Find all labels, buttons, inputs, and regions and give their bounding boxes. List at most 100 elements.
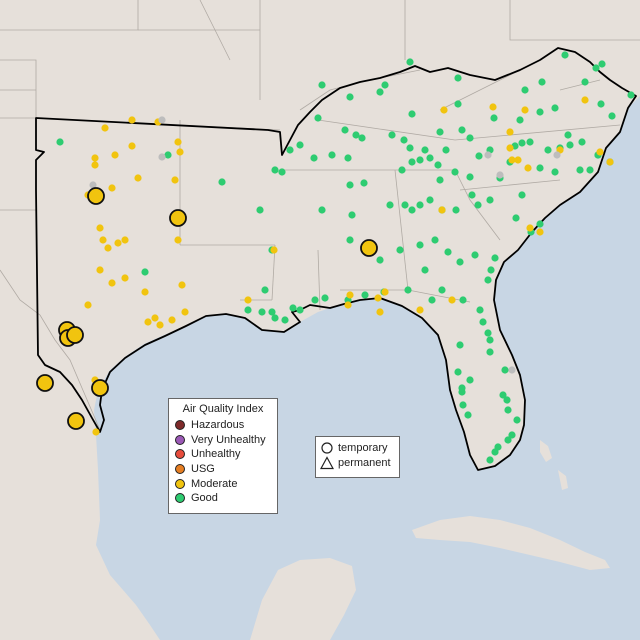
- good-monitor-marker[interactable]: [476, 306, 484, 314]
- good-monitor-marker[interactable]: [526, 138, 534, 146]
- good-monitor-marker[interactable]: [396, 246, 404, 254]
- good-monitor-marker[interactable]: [536, 164, 544, 172]
- good-monitor-marker[interactable]: [289, 304, 297, 312]
- good-monitor-marker[interactable]: [516, 116, 524, 124]
- moderate-monitor-marker[interactable]: [144, 318, 152, 326]
- good-monitor-marker[interactable]: [141, 268, 149, 276]
- moderate-monitor-marker[interactable]: [536, 228, 544, 236]
- temporary-moderate-monitor-marker[interactable]: [91, 379, 109, 397]
- good-monitor-marker[interactable]: [416, 156, 424, 164]
- good-monitor-marker[interactable]: [479, 318, 487, 326]
- good-monitor-marker[interactable]: [454, 368, 462, 376]
- good-monitor-marker[interactable]: [586, 166, 594, 174]
- good-monitor-marker[interactable]: [561, 51, 569, 59]
- good-monitor-marker[interactable]: [426, 154, 434, 162]
- good-monitor-marker[interactable]: [271, 314, 279, 322]
- good-monitor-marker[interactable]: [551, 104, 559, 112]
- moderate-monitor-marker[interactable]: [346, 291, 354, 299]
- good-monitor-marker[interactable]: [486, 348, 494, 356]
- good-monitor-marker[interactable]: [406, 58, 414, 66]
- good-monitor-marker[interactable]: [436, 176, 444, 184]
- good-monitor-marker[interactable]: [438, 286, 446, 294]
- no-data-monitor-marker[interactable]: [158, 116, 166, 124]
- good-monitor-marker[interactable]: [608, 112, 616, 120]
- good-monitor-marker[interactable]: [346, 236, 354, 244]
- good-monitor-marker[interactable]: [513, 416, 521, 424]
- moderate-monitor-marker[interactable]: [91, 161, 99, 169]
- good-monitor-marker[interactable]: [218, 178, 226, 186]
- moderate-monitor-marker[interactable]: [448, 296, 456, 304]
- good-monitor-marker[interactable]: [278, 168, 286, 176]
- moderate-monitor-marker[interactable]: [181, 308, 189, 316]
- moderate-monitor-marker[interactable]: [376, 308, 384, 316]
- moderate-monitor-marker[interactable]: [108, 184, 116, 192]
- moderate-monitor-marker[interactable]: [128, 116, 136, 124]
- good-monitor-marker[interactable]: [311, 296, 319, 304]
- good-monitor-marker[interactable]: [408, 110, 416, 118]
- good-monitor-marker[interactable]: [551, 168, 559, 176]
- good-monitor-marker[interactable]: [576, 166, 584, 174]
- good-monitor-marker[interactable]: [544, 146, 552, 154]
- temporary-moderate-monitor-marker[interactable]: [36, 374, 54, 392]
- moderate-monitor-marker[interactable]: [416, 306, 424, 314]
- good-monitor-marker[interactable]: [459, 296, 467, 304]
- good-monitor-marker[interactable]: [341, 126, 349, 134]
- moderate-monitor-marker[interactable]: [121, 236, 129, 244]
- moderate-monitor-marker[interactable]: [606, 158, 614, 166]
- good-monitor-marker[interactable]: [381, 81, 389, 89]
- good-monitor-marker[interactable]: [501, 366, 509, 374]
- good-monitor-marker[interactable]: [286, 146, 294, 154]
- good-monitor-marker[interactable]: [458, 126, 466, 134]
- good-monitor-marker[interactable]: [592, 64, 600, 72]
- good-monitor-marker[interactable]: [466, 376, 474, 384]
- moderate-monitor-marker[interactable]: [96, 266, 104, 274]
- good-monitor-marker[interactable]: [491, 254, 499, 262]
- good-monitor-marker[interactable]: [442, 146, 450, 154]
- moderate-monitor-marker[interactable]: [134, 174, 142, 182]
- good-monitor-marker[interactable]: [454, 100, 462, 108]
- moderate-monitor-marker[interactable]: [506, 128, 514, 136]
- moderate-monitor-marker[interactable]: [489, 103, 497, 111]
- good-monitor-marker[interactable]: [503, 396, 511, 404]
- no-data-monitor-marker[interactable]: [496, 171, 504, 179]
- moderate-monitor-marker[interactable]: [381, 288, 389, 296]
- good-monitor-marker[interactable]: [400, 136, 408, 144]
- good-monitor-marker[interactable]: [401, 201, 409, 209]
- good-monitor-marker[interactable]: [426, 196, 434, 204]
- good-monitor-marker[interactable]: [436, 128, 444, 136]
- no-data-monitor-marker[interactable]: [89, 181, 97, 189]
- moderate-monitor-marker[interactable]: [176, 148, 184, 156]
- good-monitor-marker[interactable]: [434, 161, 442, 169]
- good-monitor-marker[interactable]: [358, 134, 366, 142]
- good-monitor-marker[interactable]: [352, 131, 360, 139]
- good-monitor-marker[interactable]: [318, 81, 326, 89]
- good-monitor-marker[interactable]: [386, 201, 394, 209]
- moderate-monitor-marker[interactable]: [526, 224, 534, 232]
- good-monitor-marker[interactable]: [456, 341, 464, 349]
- moderate-monitor-marker[interactable]: [99, 236, 107, 244]
- temporary-moderate-monitor-marker[interactable]: [67, 412, 85, 430]
- no-data-monitor-marker[interactable]: [508, 366, 516, 374]
- good-monitor-marker[interactable]: [512, 214, 520, 222]
- good-monitor-marker[interactable]: [536, 220, 544, 228]
- good-monitor-marker[interactable]: [421, 146, 429, 154]
- good-monitor-marker[interactable]: [451, 168, 459, 176]
- good-monitor-marker[interactable]: [597, 100, 605, 108]
- good-monitor-marker[interactable]: [538, 78, 546, 86]
- moderate-monitor-marker[interactable]: [521, 106, 529, 114]
- good-monitor-marker[interactable]: [521, 86, 529, 94]
- no-data-monitor-marker[interactable]: [484, 151, 492, 159]
- good-monitor-marker[interactable]: [388, 131, 396, 139]
- good-monitor-marker[interactable]: [454, 74, 462, 82]
- moderate-monitor-marker[interactable]: [108, 279, 116, 287]
- good-monitor-marker[interactable]: [258, 308, 266, 316]
- moderate-monitor-marker[interactable]: [128, 142, 136, 150]
- good-monitor-marker[interactable]: [466, 134, 474, 142]
- moderate-monitor-marker[interactable]: [178, 281, 186, 289]
- good-monitor-marker[interactable]: [318, 206, 326, 214]
- good-monitor-marker[interactable]: [346, 181, 354, 189]
- moderate-monitor-marker[interactable]: [174, 138, 182, 146]
- moderate-monitor-marker[interactable]: [244, 296, 252, 304]
- good-monitor-marker[interactable]: [471, 251, 479, 259]
